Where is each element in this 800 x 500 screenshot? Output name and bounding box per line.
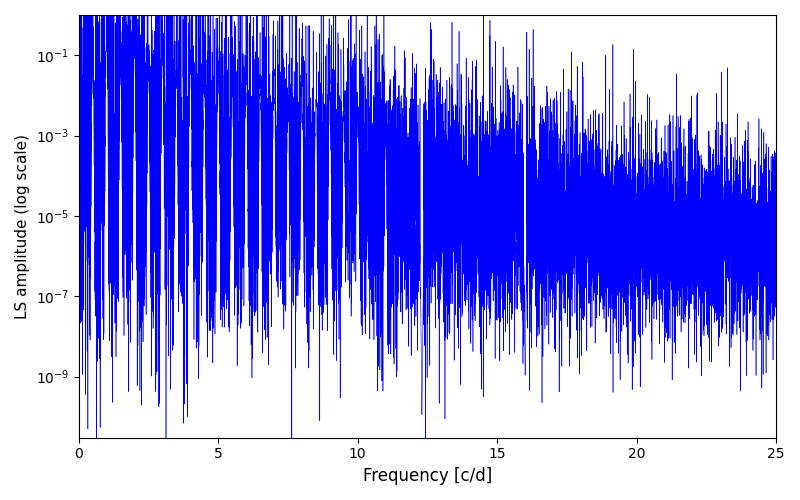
Y-axis label: LS amplitude (log scale): LS amplitude (log scale) — [15, 134, 30, 319]
X-axis label: Frequency [c/d]: Frequency [c/d] — [363, 467, 492, 485]
